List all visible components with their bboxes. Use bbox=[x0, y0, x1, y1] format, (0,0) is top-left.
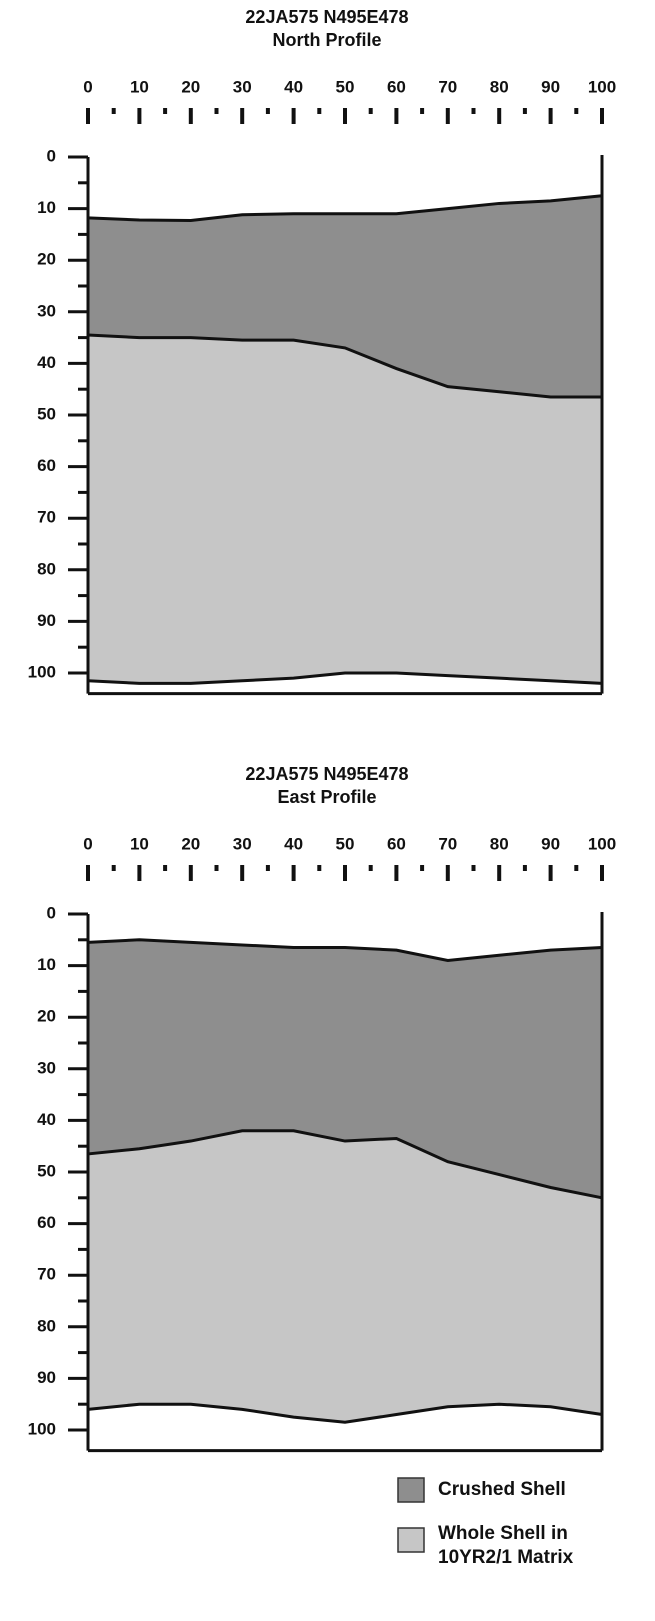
y-tick-label: 60 bbox=[37, 1213, 56, 1232]
subtitle: North Profile bbox=[272, 30, 381, 50]
y-tick-label: 70 bbox=[37, 508, 56, 527]
x-tick-label: 90 bbox=[541, 834, 560, 853]
x-tick-label: 80 bbox=[490, 834, 509, 853]
x-tick-label: 0 bbox=[83, 77, 92, 96]
y-tick-label: 60 bbox=[37, 456, 56, 475]
layer bbox=[88, 939, 602, 1198]
y-tick-label: 40 bbox=[37, 1110, 56, 1129]
y-tick-label: 20 bbox=[37, 250, 56, 269]
x-tick-label: 10 bbox=[130, 77, 149, 96]
y-tick-label: 50 bbox=[37, 404, 56, 423]
y-tick-label: 80 bbox=[37, 1316, 56, 1335]
boundary-line bbox=[87, 671, 603, 685]
x-tick-label: 80 bbox=[490, 77, 509, 96]
x-tick-label: 50 bbox=[336, 834, 355, 853]
x-tick-label: 0 bbox=[83, 834, 92, 853]
x-tick-label: 70 bbox=[438, 77, 457, 96]
legend-swatch bbox=[397, 1477, 425, 1503]
x-tick-label: 20 bbox=[181, 77, 200, 96]
x-tick-label: 30 bbox=[233, 834, 252, 853]
y-tick-label: 100 bbox=[28, 1419, 56, 1438]
layer bbox=[88, 195, 602, 397]
subtitle: East Profile bbox=[277, 787, 376, 807]
legend-label: Whole Shell in bbox=[438, 1523, 568, 1544]
y-tick-label: 90 bbox=[37, 611, 56, 630]
y-tick-label: 50 bbox=[37, 1161, 56, 1180]
layer bbox=[88, 335, 602, 684]
legend-label: 10YR2/1 Matrix bbox=[438, 1547, 574, 1568]
x-tick-label: 60 bbox=[387, 834, 406, 853]
x-tick-label: 20 bbox=[181, 834, 200, 853]
x-tick-label: 90 bbox=[541, 77, 560, 96]
y-tick-label: 0 bbox=[47, 903, 56, 922]
x-tick-label: 100 bbox=[588, 77, 616, 96]
y-tick-label: 0 bbox=[47, 146, 56, 165]
y-tick-label: 30 bbox=[37, 301, 56, 320]
y-tick-label: 10 bbox=[37, 198, 56, 217]
x-tick-label: 70 bbox=[438, 834, 457, 853]
layer bbox=[88, 1130, 602, 1423]
boundary-line bbox=[87, 1129, 603, 1200]
boundary-line bbox=[87, 194, 603, 222]
x-tick-label: 10 bbox=[130, 834, 149, 853]
x-tick-label: 40 bbox=[284, 77, 303, 96]
legend-label: Crushed Shell bbox=[438, 1479, 566, 1500]
y-tick-label: 20 bbox=[37, 1007, 56, 1026]
x-tick-label: 40 bbox=[284, 834, 303, 853]
x-tick-label: 50 bbox=[336, 77, 355, 96]
y-tick-label: 90 bbox=[37, 1368, 56, 1387]
y-tick-label: 30 bbox=[37, 1058, 56, 1077]
x-tick-label: 60 bbox=[387, 77, 406, 96]
y-tick-label: 80 bbox=[37, 559, 56, 578]
y-tick-label: 10 bbox=[37, 955, 56, 974]
boundary-line bbox=[87, 1402, 603, 1424]
title: 22JA575 N495E478 bbox=[245, 764, 408, 784]
boundary-line bbox=[87, 938, 603, 962]
y-tick-label: 70 bbox=[37, 1265, 56, 1284]
y-tick-label: 100 bbox=[28, 662, 56, 681]
boundary-line bbox=[87, 333, 602, 399]
x-tick-label: 100 bbox=[588, 834, 616, 853]
y-tick-label: 40 bbox=[37, 353, 56, 372]
x-tick-label: 30 bbox=[233, 77, 252, 96]
legend-swatch bbox=[397, 1527, 425, 1553]
title: 22JA575 N495E478 bbox=[245, 7, 408, 27]
